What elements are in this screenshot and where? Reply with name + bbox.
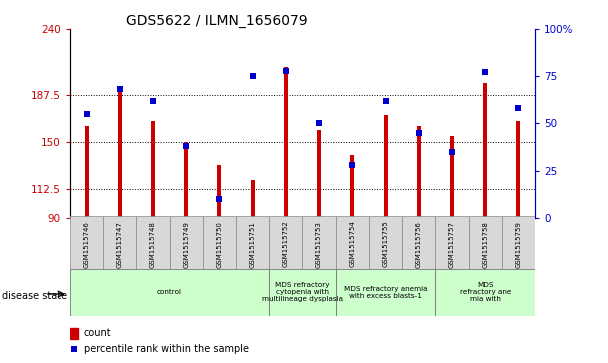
- Bar: [516, 121, 520, 218]
- Bar: [435, 216, 469, 272]
- Bar: [184, 142, 188, 218]
- Bar: [469, 216, 502, 272]
- Bar: [218, 165, 221, 218]
- Bar: [502, 216, 535, 272]
- Bar: [269, 216, 302, 272]
- Text: GSM1515749: GSM1515749: [183, 221, 189, 268]
- Bar: [336, 269, 435, 316]
- Text: disease state: disease state: [2, 291, 67, 301]
- Text: GSM1515748: GSM1515748: [150, 221, 156, 268]
- Text: MDS
refractory ane
mia with: MDS refractory ane mia with: [460, 282, 511, 302]
- Bar: [151, 121, 155, 218]
- Text: GSM1515753: GSM1515753: [316, 221, 322, 268]
- Bar: [136, 216, 170, 272]
- Bar: [269, 269, 336, 316]
- Bar: [416, 126, 421, 218]
- Text: GSM1515746: GSM1515746: [83, 221, 89, 268]
- Bar: [402, 216, 435, 272]
- Bar: [236, 216, 269, 272]
- Bar: [350, 155, 354, 218]
- Text: MDS refractory
cytopenia with
multilineage dysplasia: MDS refractory cytopenia with multilinea…: [262, 282, 343, 302]
- Text: GSM1515756: GSM1515756: [416, 221, 422, 268]
- Text: count: count: [84, 329, 111, 338]
- Bar: [85, 126, 89, 218]
- Bar: [118, 92, 122, 218]
- Text: control: control: [157, 289, 182, 295]
- Text: GDS5622 / ILMN_1656079: GDS5622 / ILMN_1656079: [126, 14, 308, 28]
- Text: percentile rank within the sample: percentile rank within the sample: [84, 344, 249, 354]
- Text: GSM1515752: GSM1515752: [283, 221, 289, 268]
- Bar: [70, 327, 78, 339]
- Bar: [103, 216, 136, 272]
- Text: MDS refractory anemia
with excess blasts-1: MDS refractory anemia with excess blasts…: [344, 286, 427, 299]
- Bar: [203, 216, 236, 272]
- Bar: [302, 216, 336, 272]
- Text: GSM1515757: GSM1515757: [449, 221, 455, 268]
- Bar: [70, 216, 103, 272]
- Text: GSM1515751: GSM1515751: [250, 221, 255, 268]
- Text: GSM1515759: GSM1515759: [516, 221, 522, 268]
- Bar: [450, 136, 454, 218]
- Bar: [70, 269, 269, 316]
- Text: GSM1515754: GSM1515754: [350, 221, 355, 268]
- Bar: [384, 115, 387, 218]
- Bar: [435, 269, 535, 316]
- Text: GSM1515750: GSM1515750: [216, 221, 223, 268]
- Bar: [369, 216, 402, 272]
- Bar: [336, 216, 369, 272]
- Text: GSM1515758: GSM1515758: [482, 221, 488, 268]
- Bar: [284, 67, 288, 218]
- Bar: [483, 83, 487, 218]
- Text: GSM1515755: GSM1515755: [382, 221, 389, 268]
- Bar: [317, 130, 321, 218]
- Bar: [250, 180, 255, 218]
- Bar: [170, 216, 203, 272]
- Text: GSM1515747: GSM1515747: [117, 221, 123, 268]
